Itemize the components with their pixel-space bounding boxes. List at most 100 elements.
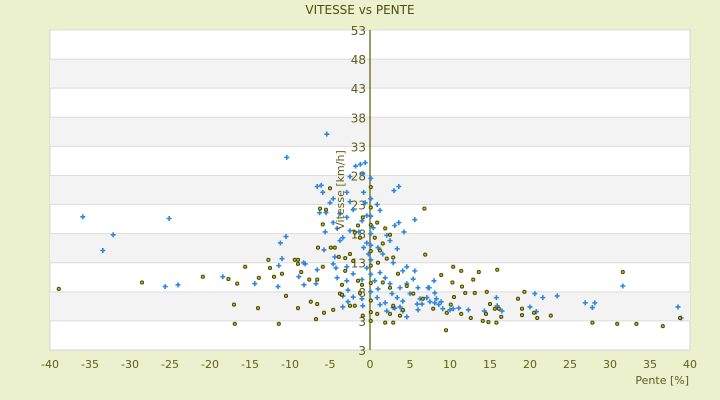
marker-fill	[333, 246, 336, 249]
data-point-olive	[451, 264, 456, 269]
data-point-olive	[396, 271, 400, 276]
data-point-blue	[527, 304, 533, 310]
data-point-olive	[368, 318, 373, 323]
x-tick-label: 35	[643, 358, 657, 371]
marker-fill	[536, 317, 539, 319]
data-point-olive	[476, 270, 481, 275]
marker-fill	[201, 275, 204, 278]
data-point-olive	[400, 307, 405, 312]
data-point-blue	[340, 304, 346, 310]
data-point-blue	[675, 304, 681, 310]
data-point-olive	[284, 293, 288, 298]
marker-fill	[369, 250, 372, 253]
x-tick-label: -40	[41, 358, 59, 371]
marker-fill	[369, 299, 372, 302]
marker-fill	[445, 329, 447, 332]
data-point-olive	[520, 313, 524, 318]
data-point-olive	[368, 222, 373, 227]
data-point-blue	[372, 278, 378, 284]
data-point-blue	[324, 131, 330, 137]
data-points	[56, 131, 684, 333]
data-point-olive	[296, 306, 300, 311]
marker-fill	[389, 312, 391, 315]
data-point-blue	[440, 306, 446, 312]
data-point-blue	[370, 225, 376, 231]
data-point-olive	[368, 185, 373, 190]
data-point-blue	[447, 307, 453, 313]
data-point-blue	[360, 171, 366, 177]
data-point-olive	[351, 258, 356, 263]
data-point-olive	[444, 328, 448, 333]
data-point-olive	[411, 291, 416, 296]
data-point-olive	[256, 306, 260, 311]
data-point-olive	[388, 311, 392, 316]
data-point-olive	[420, 296, 425, 301]
data-point-blue	[333, 265, 339, 271]
data-point-blue	[412, 268, 418, 274]
data-point-blue	[317, 210, 323, 216]
marker-fill	[489, 303, 491, 306]
x-tick-label: -20	[201, 358, 219, 371]
marker-fill	[297, 258, 299, 261]
data-point-olive	[452, 295, 456, 300]
data-point-olive	[548, 313, 553, 318]
marker-fill	[353, 231, 356, 234]
data-point-olive	[391, 303, 396, 308]
data-point-blue	[347, 199, 353, 205]
marker-fill	[277, 322, 280, 325]
marker-fill	[332, 308, 335, 311]
data-point-olive	[235, 281, 240, 286]
data-point-blue	[337, 211, 343, 217]
x-tick-label: 30	[603, 358, 617, 371]
data-point-olive	[343, 256, 348, 261]
data-point-blue	[175, 282, 181, 288]
data-point-olive	[486, 320, 491, 325]
marker-fill	[389, 233, 391, 236]
data-point-blue	[80, 214, 86, 220]
data-point-blue	[330, 261, 336, 267]
marker-fill	[517, 297, 519, 300]
data-point-olive	[368, 298, 373, 303]
marker-fill	[337, 255, 340, 258]
marker-fill	[369, 223, 372, 226]
marker-fill	[496, 268, 499, 271]
data-point-blue	[438, 299, 444, 305]
data-point-blue	[302, 261, 308, 267]
data-point-blue	[344, 189, 350, 195]
x-tick-label: -35	[81, 358, 99, 371]
marker-fill	[464, 291, 467, 294]
data-point-olive	[340, 282, 344, 287]
data-point-olive	[324, 207, 328, 212]
marker-fill	[353, 304, 356, 307]
data-point-olive	[634, 321, 639, 326]
data-point-blue	[252, 281, 258, 287]
data-point-blue	[364, 265, 370, 271]
marker-fill	[244, 265, 247, 268]
marker-fill	[321, 265, 324, 268]
data-point-olive	[535, 316, 540, 320]
data-point-blue	[322, 229, 328, 235]
marker-fill	[323, 311, 325, 314]
marker-fill	[285, 294, 287, 297]
marker-fill	[273, 275, 275, 278]
x-tick-label: 40	[683, 358, 697, 371]
data-point-olive	[352, 303, 357, 308]
data-point-olive	[375, 311, 380, 316]
data-point-blue	[397, 285, 403, 291]
marker-fill	[236, 282, 239, 285]
marker-fill	[325, 208, 327, 211]
data-point-blue	[337, 238, 343, 244]
data-point-olive	[328, 245, 333, 250]
data-point-blue	[347, 174, 353, 180]
y-axis-label: Vitesse [km/h]	[334, 150, 347, 230]
data-point-blue	[400, 298, 406, 304]
data-point-blue	[162, 284, 168, 290]
data-point-olive	[516, 296, 520, 301]
data-point-blue	[359, 296, 365, 302]
marker-fill	[379, 249, 381, 252]
marker-fill	[485, 290, 488, 293]
data-point-blue	[364, 240, 370, 246]
data-point-blue	[391, 188, 397, 194]
marker-fill	[293, 258, 296, 261]
marker-fill	[369, 311, 372, 314]
